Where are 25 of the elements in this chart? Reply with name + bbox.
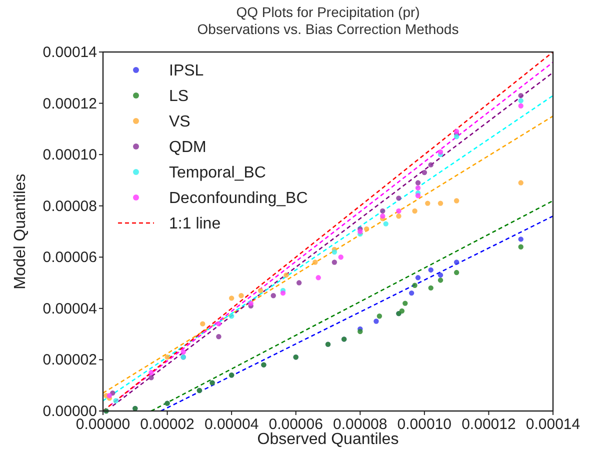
- legend-label: QDM: [169, 139, 206, 156]
- chart-subtitle: Observations vs. Bias Correction Methods: [197, 21, 459, 37]
- legend-label: VS: [169, 114, 190, 130]
- y-tick-label: 0.00002: [42, 352, 97, 369]
- y-tick-label: 0.00012: [42, 95, 97, 112]
- y-tick-label: 0.00006: [42, 249, 97, 266]
- legend-label: LS: [169, 88, 189, 105]
- y-tick-label: 0.00008: [42, 198, 97, 215]
- x-axis-title: Observed Quantiles: [257, 431, 399, 448]
- x-tick-label: 0.00008: [333, 416, 388, 433]
- y-tick-label: 0.00004: [42, 300, 97, 318]
- y-tick-label: 0.00014: [42, 44, 97, 61]
- x-tick-label: 0.00012: [462, 416, 516, 433]
- legend-label: 1:1 line: [169, 216, 221, 232]
- x-tick-label: 0.00010: [397, 416, 452, 433]
- x-tick-label: 0.00002: [140, 416, 194, 433]
- y-tick-label: 0.00010: [42, 146, 97, 164]
- legend-label: Deconfounding_BC: [169, 190, 308, 207]
- x-tick-label: 0.00004: [204, 416, 259, 433]
- x-tick-label: 0.00014: [526, 416, 580, 433]
- legend-label: Temporal_BC: [169, 164, 266, 182]
- chart-title: QQ Plots for Precipitation (pr): [236, 4, 420, 20]
- legend-label: IPSL: [169, 62, 204, 80]
- x-tick-label: 0.00006: [268, 416, 323, 433]
- y-axis-title: Model Quantiles: [12, 174, 29, 290]
